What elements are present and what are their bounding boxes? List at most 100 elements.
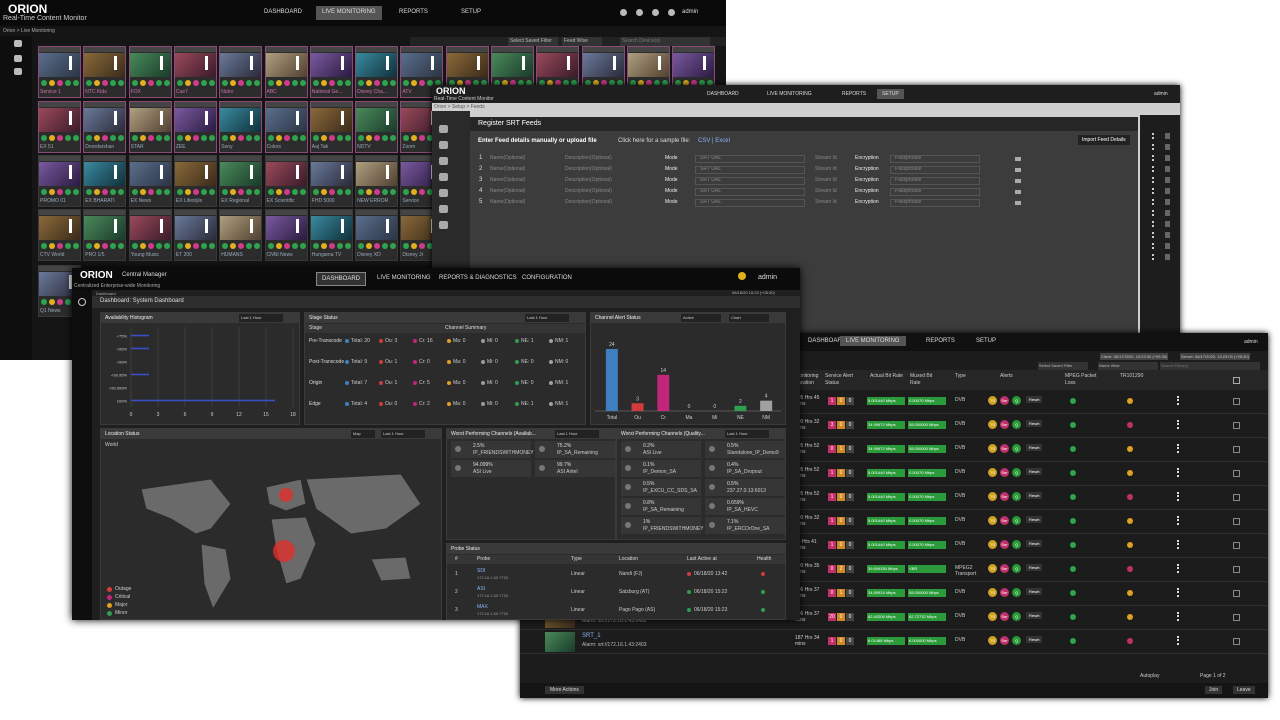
channel-tile[interactable]: NDTV [355, 101, 399, 153]
channel-tile[interactable]: BBC [536, 46, 580, 98]
alert-badge[interactable]: Q [1012, 444, 1021, 453]
reset-button[interactable]: Reset [1026, 636, 1043, 643]
reset-button[interactable]: Reset [1026, 396, 1043, 403]
icon[interactable] [620, 9, 627, 16]
item-name[interactable]: IP_FRIENDSWITHMONEY [643, 526, 704, 532]
channel-tile[interactable]: PRO 1/5 [83, 209, 127, 261]
channel-tile[interactable]: ZEE [173, 101, 217, 153]
row-menu[interactable] [1177, 444, 1179, 453]
field[interactable]: Encryption [855, 166, 879, 172]
reset-button[interactable]: Reset [1026, 444, 1043, 451]
reset-button[interactable]: Reset [1026, 492, 1043, 499]
channel-tile[interactable]: Cue7 [173, 46, 217, 98]
alert-badge[interactable]: Q [1012, 420, 1021, 429]
sidebar-icon[interactable] [439, 173, 448, 181]
field[interactable]: Stream Id [815, 155, 837, 161]
channel-tile[interactable]: FOX [128, 46, 172, 98]
field[interactable]: Stream Id [815, 177, 837, 183]
alert-badge[interactable]: Q [1012, 516, 1021, 525]
channel-tile[interactable]: EX BHARATI [83, 155, 127, 207]
item-name[interactable]: IP_EXCU_CC_SDS_SA [643, 488, 697, 494]
panel-filter[interactable]: Last 1 Hour [239, 314, 283, 322]
field[interactable]: Mode [665, 188, 678, 194]
more-actions[interactable]: More Actions [545, 686, 584, 694]
alert-badge[interactable]: Ser [1000, 420, 1009, 429]
search[interactable]: Search Device(s) [620, 37, 710, 46]
leave-button[interactable]: Leave [1233, 686, 1255, 694]
channel-tile[interactable]: EX 51 [38, 101, 81, 153]
row-checkbox[interactable] [1233, 590, 1240, 597]
channel-tile[interactable]: Nutro [219, 46, 263, 98]
field[interactable]: Mode [665, 177, 678, 183]
user[interactable]: admin [758, 274, 778, 281]
nav-item[interactable]: LIVE MONITORING [840, 336, 906, 346]
field[interactable]: Description(Optional) [565, 199, 612, 205]
channel-tile[interactable]: ABC [264, 46, 308, 98]
channel-tile[interactable]: Doordarshan [83, 101, 127, 153]
sidebar-icon[interactable] [439, 189, 448, 197]
field[interactable]: Name(Optional) [490, 155, 526, 161]
alert-badge[interactable]: Q [1012, 492, 1021, 501]
sidebar-icon[interactable] [439, 221, 448, 229]
panel-filter[interactable]: Map [351, 430, 375, 438]
field[interactable]: Encryption [855, 177, 879, 183]
item-name[interactable]: 237.27.0.13:6013 [727, 488, 766, 494]
alert-badge[interactable]: Q [1012, 636, 1021, 645]
alert-badge[interactable]: TS [988, 612, 997, 621]
field[interactable]: Stream Id [815, 166, 837, 172]
item-name[interactable]: IP_Demon_SA [643, 469, 677, 475]
alert-badge[interactable]: Ser [1000, 444, 1009, 453]
channel-tile[interactable]: CTV World [38, 209, 81, 261]
field[interactable]: Encryption [855, 155, 879, 161]
field[interactable]: Description(Optional) [565, 188, 612, 194]
item-name[interactable]: ASI Airtel [557, 469, 578, 475]
sidebar-icon[interactable] [439, 157, 448, 165]
probe-name[interactable]: SDI [477, 568, 486, 574]
user[interactable]: admin [1244, 339, 1258, 345]
channel-tile[interactable]: Colors [264, 101, 308, 153]
nav-item[interactable]: DASHBOARD [707, 91, 739, 97]
alert-badge[interactable]: TS [988, 564, 997, 573]
field[interactable]: Name(Optional) [490, 166, 526, 172]
item-name[interactable]: ASI Live [643, 450, 662, 456]
reset-button[interactable]: Reset [1026, 564, 1043, 571]
channel-tile[interactable]: Disney XD [355, 209, 399, 261]
row-menu[interactable] [1177, 516, 1179, 525]
icon[interactable] [652, 9, 659, 16]
alert-badge[interactable]: TS [988, 540, 997, 549]
row-menu[interactable] [1177, 612, 1179, 621]
search[interactable]: Search Files(s) [1160, 362, 1260, 370]
panel-filter[interactable]: Last 1 Hour [381, 430, 425, 438]
channel-tile[interactable]: Service 1 [38, 46, 81, 98]
sample-links[interactable]: CSV | Excel [698, 138, 730, 144]
nav-item[interactable]: SETUP [877, 89, 904, 99]
alert-badge[interactable]: Q [1012, 612, 1021, 621]
nav-item[interactable]: DASHBOARD [264, 9, 303, 15]
sidebar-icon[interactable] [14, 55, 22, 62]
sort[interactable]: Name Wise [1098, 362, 1158, 370]
channel-tile[interactable]: National Ge... [309, 46, 353, 98]
item-name[interactable]: IP_SA_Remaining [557, 450, 598, 456]
row-menu[interactable] [1177, 636, 1179, 645]
item-name[interactable]: ASI Live [473, 469, 492, 475]
nav-item[interactable]: LIVE MONITORING [377, 275, 431, 281]
nav-item[interactable]: SETUP [461, 9, 482, 15]
alert-badge[interactable]: Q [1012, 540, 1021, 549]
channel-tile[interactable]: STAR [128, 101, 172, 153]
autoplay[interactable]: Autoplay [1140, 673, 1160, 679]
nav-item[interactable]: REPORTS [842, 91, 867, 97]
nav-item[interactable]: LIVE MONITORING [316, 6, 382, 20]
item-name[interactable]: IP_ERCOrOne_SA [727, 526, 770, 532]
reset-button[interactable]: Reset [1026, 516, 1043, 523]
alert-badge[interactable]: Ser [1000, 516, 1009, 525]
alert-badge[interactable]: Ser [1000, 396, 1009, 405]
row-checkbox[interactable] [1233, 518, 1240, 525]
row-menu[interactable] [1177, 396, 1179, 405]
row-checkbox[interactable] [1233, 566, 1240, 573]
probe-name[interactable]: ASI [477, 586, 486, 592]
channel-tile[interactable]: NEW ERROR [355, 155, 399, 207]
alert-badge[interactable]: Q [1012, 588, 1021, 597]
field[interactable]: Description(Optional) [565, 177, 612, 183]
field[interactable]: Encryption [855, 199, 879, 205]
filter[interactable]: Select Saved Filter [1038, 362, 1088, 370]
